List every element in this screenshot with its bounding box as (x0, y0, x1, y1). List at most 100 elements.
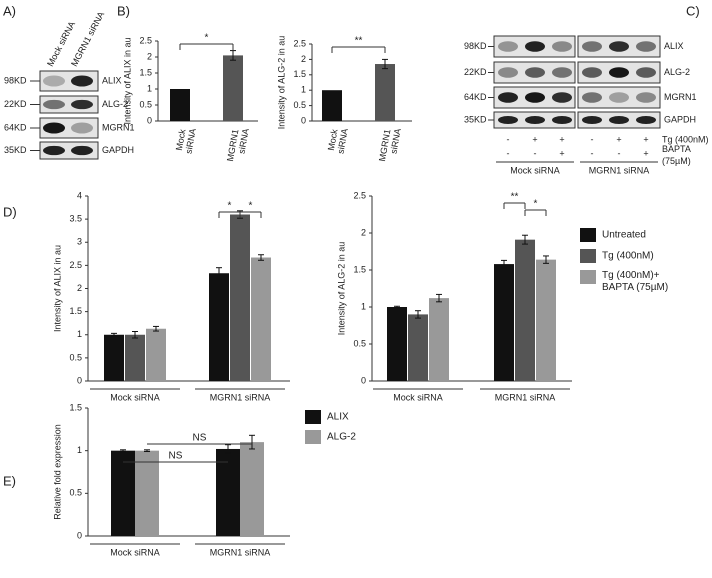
bar (408, 314, 428, 381)
size-label: 98KD (4, 75, 27, 85)
significance: ** (511, 192, 519, 203)
legend-label: Untreated (602, 230, 646, 241)
y-tick-label: 0 (77, 375, 82, 385)
protein-label: ALIX (664, 41, 684, 51)
blot-band (71, 122, 93, 134)
blot-band (582, 92, 602, 103)
y-tick-label: 2.5 (353, 190, 366, 200)
y-axis-label: Intensity of ALIX in au (52, 245, 62, 332)
lane-label: MGRN1 siRNA (69, 10, 106, 68)
treatment-sign: - (591, 134, 594, 144)
blot-band (636, 92, 656, 103)
y-tick-label: 1.5 (139, 67, 152, 77)
blot-band (498, 92, 518, 103)
bar (387, 307, 407, 381)
treatment-sign: + (532, 134, 537, 144)
x-tick-label: MGRN1 siRNA (210, 392, 271, 402)
y-tick-label: 1 (147, 83, 152, 93)
y-tick-label: 3.5 (69, 214, 82, 224)
legend-label: ALIX (327, 412, 349, 423)
y-tick-label: 0 (147, 115, 152, 125)
bar (170, 89, 190, 121)
y-axis-label: Relative fold expression (52, 424, 62, 520)
group-label: MGRN1 siRNA (589, 165, 650, 175)
y-tick-label: 2.5 (293, 38, 306, 48)
blot-band (636, 67, 656, 78)
blot-band (498, 116, 518, 124)
bar (135, 450, 159, 536)
bar (216, 448, 240, 536)
panel-label: C) (686, 3, 700, 18)
bar (230, 214, 250, 381)
legend-swatch (305, 430, 321, 444)
size-label: 64KD (464, 92, 487, 102)
blot-band (525, 116, 545, 124)
significance: ** (355, 36, 363, 47)
significance: NS (193, 433, 207, 444)
y-axis-label: Intensity of ALG-2 in au (276, 36, 286, 130)
y-tick-label: 2 (361, 227, 366, 237)
group-label: Mock siRNA (510, 165, 560, 175)
blot-band (582, 41, 602, 52)
blot-band (609, 92, 629, 103)
x-tick-label: MGRN1 siRNA (210, 547, 271, 557)
y-tick-label: 3 (77, 237, 82, 247)
blot-band (609, 116, 629, 124)
x-tick-label: Mock siRNA (174, 126, 198, 155)
treatment-sign: + (616, 134, 621, 144)
legend-label: Tg (400nM) (602, 251, 654, 262)
bar (223, 55, 243, 121)
protein-label: ALG-2 (664, 67, 690, 77)
blot-band (552, 116, 572, 124)
blot-band (43, 145, 65, 156)
y-tick-label: 1 (301, 85, 306, 95)
bar (209, 273, 229, 381)
y-tick-label: 0.5 (293, 100, 306, 110)
y-tick-label: 4 (77, 190, 82, 200)
x-tick-label: MGRN1 siRNA (225, 126, 251, 164)
y-tick-label: 2 (147, 51, 152, 61)
x-tick-label: MGRN1 siRNA (495, 392, 556, 402)
size-label: 98KD (464, 41, 487, 51)
protein-label: MGRN1 (102, 122, 135, 132)
bar (104, 334, 124, 381)
size-label: 22KD (464, 67, 487, 77)
significance: * (249, 201, 253, 212)
treatment-label: Tg (400nM) (662, 134, 709, 144)
x-tick-label: Mock siRNA (393, 392, 443, 402)
y-tick-label: 1.5 (353, 264, 366, 274)
treatment-sign: + (559, 134, 564, 144)
treatment-sign: - (591, 148, 594, 158)
y-tick-label: 1 (77, 329, 82, 339)
bar (111, 450, 135, 536)
blot-band (552, 92, 572, 103)
treatment-sign: - (618, 148, 621, 158)
bar (375, 64, 395, 121)
bar (146, 328, 166, 381)
blot-band (609, 41, 629, 52)
y-tick-label: 1.5 (69, 306, 82, 316)
legend-swatch (580, 249, 596, 263)
y-tick-label: 2 (301, 54, 306, 64)
blot-strip (577, 86, 661, 109)
y-tick-label: 1 (77, 445, 82, 455)
blot-band (609, 67, 629, 78)
size-label: 64KD (4, 122, 27, 132)
y-tick-label: 1.5 (293, 69, 306, 79)
x-tick-label: Mock siRNA (110, 392, 160, 402)
bar (240, 442, 264, 536)
bar (536, 259, 556, 381)
legend-swatch (580, 270, 596, 284)
panel-label: D) (3, 204, 17, 219)
protein-label: MGRN1 (664, 92, 697, 102)
legend-swatch (580, 228, 596, 242)
y-tick-label: 0.5 (139, 99, 152, 109)
blot-band (552, 67, 572, 78)
blot-band (71, 145, 93, 156)
y-tick-label: 0.5 (69, 352, 82, 362)
treatment-sign: + (559, 148, 564, 158)
size-label: 35KD (4, 145, 27, 155)
panel-label: B) (117, 3, 130, 18)
significance: * (205, 33, 209, 44)
